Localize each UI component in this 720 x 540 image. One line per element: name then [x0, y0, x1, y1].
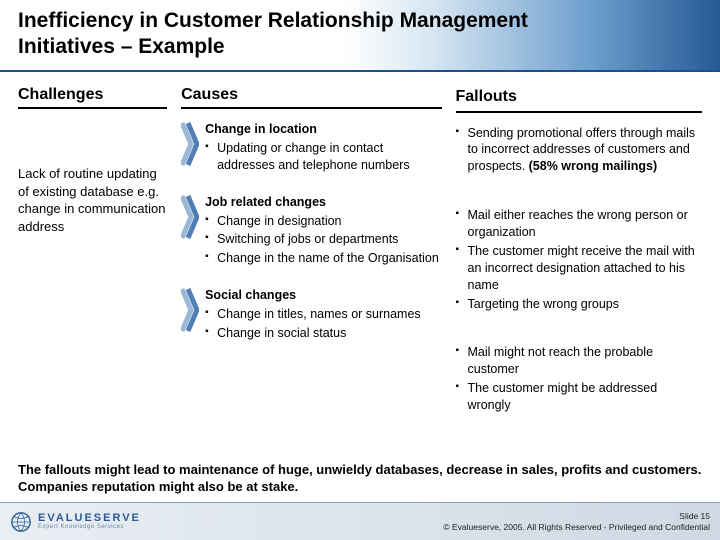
col-challenges: Challenges Lack of routine updating of e… — [18, 86, 167, 456]
cause-group-0: Change in location Updating or change in… — [181, 121, 441, 176]
slide-number: Slide 15 — [443, 511, 710, 522]
logo-tagline: Expert Knowledge Services — [38, 524, 141, 530]
logo-text: EVALUESERVE Expert Knowledge Services — [38, 513, 141, 530]
fallout-item: Mail might not reach the probable custom… — [456, 344, 703, 378]
cause-lead-2: Social changes — [205, 287, 441, 304]
cause-text-0: Change in location Updating or change in… — [205, 121, 441, 176]
cause-text-1: Job related changes Change in designatio… — [205, 194, 441, 270]
cause-lead-1: Job related changes — [205, 194, 441, 211]
slide-title: Inefficiency in Customer Relationship Ma… — [18, 8, 578, 61]
cause-item: Switching of jobs or departments — [205, 231, 441, 248]
chevron-right-icon — [181, 287, 199, 333]
cause-lead-0: Change in location — [205, 121, 441, 138]
bottom-bar: EVALUESERVE Expert Knowledge Services Sl… — [0, 502, 720, 540]
cause-item: Change in titles, names or surnames — [205, 306, 441, 323]
globe-icon — [10, 511, 32, 533]
copyright-block: Slide 15 © Evalueserve, 2005. All Rights… — [443, 511, 710, 532]
slide-root: Inefficiency in Customer Relationship Ma… — [0, 0, 720, 540]
chevron-right-icon — [181, 121, 199, 167]
fallout-block-1: Mail either reaches the wrong person or … — [456, 207, 703, 314]
fallout-item: The customer might be addressed wrongly — [456, 380, 703, 414]
challenges-text: Lack of routine updating of existing dat… — [18, 165, 167, 235]
logo: EVALUESERVE Expert Knowledge Services — [10, 511, 141, 533]
cause-item: Change in social status — [205, 325, 441, 342]
col-fallouts: Fallouts Sending promotional offers thro… — [456, 86, 703, 456]
logo-name: EVALUESERVE — [38, 513, 141, 524]
fallout-item: The customer might receive the mail with… — [456, 243, 703, 294]
fallout-item: Mail either reaches the wrong person or … — [456, 207, 703, 241]
slide-header: Inefficiency in Customer Relationship Ma… — [0, 0, 720, 72]
col-causes: Causes Change in location Updating or ch… — [181, 86, 441, 456]
fallout-item: Sending promotional offers through mails… — [456, 125, 703, 176]
fallout-item: Targeting the wrong groups — [456, 296, 703, 313]
cause-group-1: Job related changes Change in designatio… — [181, 194, 441, 270]
fallout-block-0: Sending promotional offers through mails… — [456, 125, 703, 178]
heading-fallouts: Fallouts — [456, 86, 703, 113]
heading-causes: Causes — [181, 86, 441, 109]
cause-text-2: Social changes Change in titles, names o… — [205, 287, 441, 344]
fallout-block-2: Mail might not reach the probable custom… — [456, 344, 703, 416]
cause-item: Change in designation — [205, 213, 441, 230]
footer-note: The fallouts might lead to maintenance o… — [18, 462, 702, 496]
slide-body: Challenges Lack of routine updating of e… — [0, 72, 720, 462]
heading-challenges: Challenges — [18, 86, 167, 109]
cause-group-2: Social changes Change in titles, names o… — [181, 287, 441, 344]
cause-item: Change in the name of the Organisation — [205, 250, 441, 267]
cause-item: Updating or change in contact addresses … — [205, 140, 441, 174]
copyright-line: © Evalueserve, 2005. All Rights Reserved… — [443, 522, 710, 533]
chevron-right-icon — [181, 194, 199, 240]
